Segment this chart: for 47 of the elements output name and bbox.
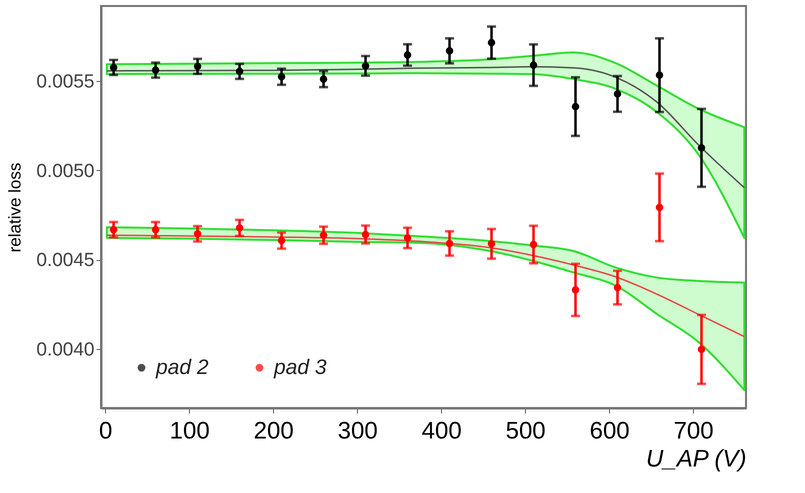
point <box>278 73 286 80</box>
point <box>236 224 244 232</box>
legend-label: pad 3 <box>273 356 327 379</box>
point <box>362 230 370 238</box>
point <box>446 47 454 55</box>
point <box>488 240 496 248</box>
x-tick-label: 100 <box>170 418 210 444</box>
point <box>488 38 496 46</box>
point <box>698 346 706 354</box>
x-tick-label: 600 <box>590 418 630 444</box>
point <box>698 144 706 152</box>
y-axis-title: relative loss <box>5 162 24 252</box>
point <box>320 75 328 83</box>
y-tick-label: 0.0040 <box>36 340 94 361</box>
x-tick-label: 700 <box>674 418 714 444</box>
point <box>362 62 370 70</box>
x-tick-label: 200 <box>254 418 294 444</box>
x-tick-label: 0 <box>99 418 112 444</box>
point <box>446 240 454 248</box>
point <box>236 68 244 76</box>
point <box>110 226 118 234</box>
point <box>152 66 160 74</box>
x-tick-label: 500 <box>506 418 546 444</box>
x-axis-title: U_AP (V) <box>646 446 746 472</box>
point <box>572 102 580 110</box>
point <box>614 284 622 292</box>
point <box>530 240 538 248</box>
x-tick-label: 300 <box>338 418 378 444</box>
point <box>656 71 664 79</box>
point <box>572 286 580 294</box>
point <box>194 230 202 238</box>
x-tick-label: 400 <box>422 418 462 444</box>
point <box>404 51 412 59</box>
y-tick-label: 0.0050 <box>36 160 94 182</box>
point <box>320 232 328 239</box>
legend-label: pad 2 <box>155 356 209 379</box>
point <box>194 62 202 70</box>
point <box>278 236 286 244</box>
point <box>614 90 622 98</box>
point <box>152 226 160 234</box>
point <box>404 234 412 242</box>
y-tick-label: 0.0045 <box>36 250 94 272</box>
line-series <box>106 234 746 338</box>
point <box>656 204 664 212</box>
y-tick-label: 0.0055 <box>36 72 94 93</box>
point <box>530 61 538 69</box>
point <box>110 64 118 72</box>
